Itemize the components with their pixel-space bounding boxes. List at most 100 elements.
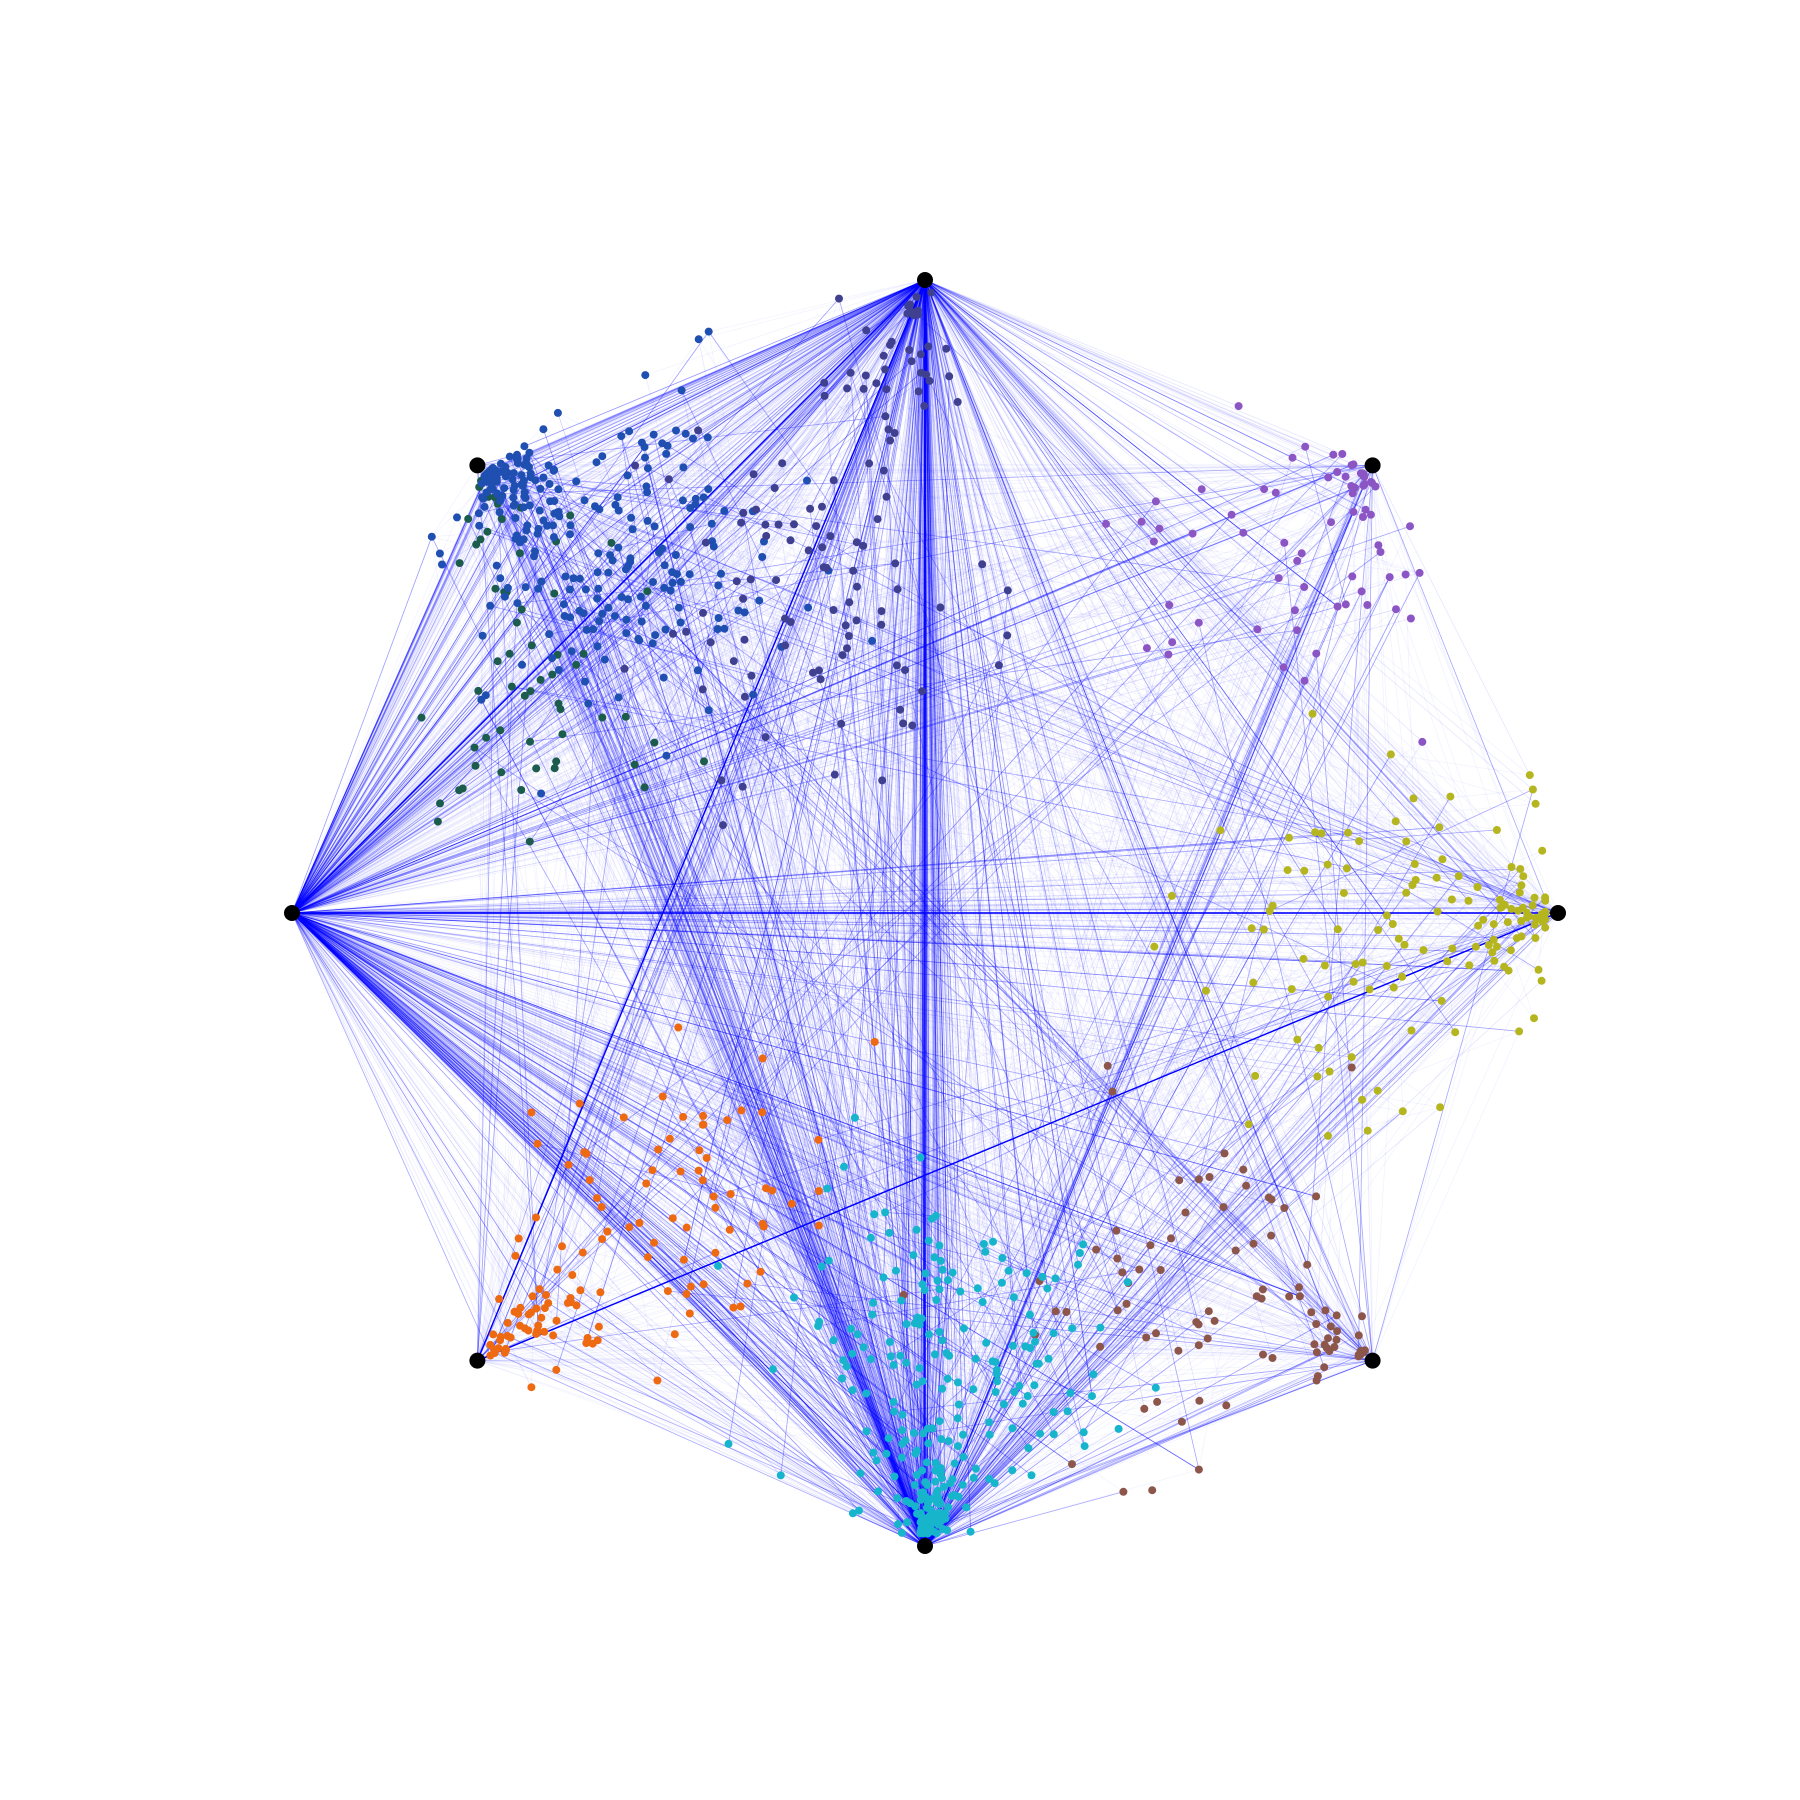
- edge: [291, 524, 779, 914]
- edge: [644, 279, 926, 448]
- edge: [291, 518, 469, 914]
- edge: [291, 369, 886, 914]
- edge: [501, 471, 1559, 914]
- edge: [924, 279, 1197, 1323]
- edge: [924, 279, 1345, 894]
- edge: [750, 579, 926, 1547]
- edge: [291, 912, 1127, 1305]
- edge: [291, 912, 1517, 939]
- edge: [291, 912, 1215, 1322]
- edge: [291, 717, 422, 914]
- edge: [291, 621, 642, 914]
- node-cyan: [1096, 1323, 1105, 1332]
- edge: [523, 496, 856, 1118]
- edge: [781, 646, 926, 1547]
- edge: [576, 465, 1373, 1306]
- edge: [291, 466, 506, 914]
- edge: [521, 609, 1236, 1251]
- edge: [929, 963, 1356, 1517]
- edge: [683, 467, 926, 1547]
- edge: [291, 477, 1329, 914]
- node-cyan: [913, 1446, 921, 1455]
- edge: [913, 885, 1522, 1434]
- edge: [697, 279, 926, 431]
- edge: [585, 279, 926, 1344]
- edge: [477, 586, 858, 1361]
- edge: [487, 279, 926, 477]
- edge: [924, 879, 1417, 1547]
- edge: [505, 279, 926, 477]
- edge: [482, 465, 1373, 637]
- edge: [820, 679, 926, 1547]
- edge: [924, 907, 1501, 1547]
- node-brown: [1167, 1234, 1175, 1243]
- edge: [490, 489, 926, 1547]
- node-purple: [1300, 676, 1309, 685]
- edge: [640, 596, 1197, 1323]
- node-olive: [1516, 865, 1525, 873]
- node-olive: [1519, 872, 1528, 881]
- node-orange: [685, 1309, 694, 1318]
- node-cyan: [924, 1439, 933, 1448]
- edge: [924, 924, 1536, 1547]
- node-cyan: [1029, 1328, 1038, 1337]
- node-orange: [516, 1321, 524, 1330]
- edge: [924, 279, 1313, 715]
- edge: [291, 723, 842, 914]
- node-brown: [1194, 1465, 1203, 1474]
- edge: [291, 670, 820, 914]
- edge: [936, 577, 1280, 1301]
- edge: [291, 912, 924, 1525]
- node-olive: [1506, 946, 1515, 955]
- edge: [924, 279, 1197, 1323]
- edge: [291, 912, 572, 1303]
- node-orange: [686, 1282, 695, 1291]
- edge: [608, 572, 926, 1547]
- edge: [291, 912, 1301, 1297]
- node-purple: [1260, 485, 1269, 494]
- edge: [525, 586, 1559, 914]
- node-dark-green: [464, 514, 473, 523]
- edge: [924, 279, 1293, 459]
- edge: [1372, 465, 1546, 899]
- edge: [291, 908, 1512, 914]
- edge: [541, 279, 926, 582]
- edge: [291, 912, 557, 1321]
- edge: [924, 1281, 1129, 1547]
- edge: [477, 1256, 649, 1361]
- edge: [707, 437, 959, 1447]
- edge: [524, 492, 926, 1547]
- edge: [711, 304, 911, 542]
- edge: [555, 279, 926, 1371]
- edge: [291, 912, 507, 1350]
- edge: [558, 516, 926, 1547]
- edge: [477, 471, 1338, 1361]
- edge: [874, 279, 926, 1042]
- edge: [291, 912, 949, 1508]
- edge: [291, 500, 684, 914]
- edge: [291, 912, 904, 1296]
- edge: [924, 279, 1119, 1311]
- node-cyan: [1008, 1466, 1017, 1475]
- node-brown: [1358, 1312, 1366, 1321]
- edge: [1372, 952, 1493, 1361]
- edge: [646, 279, 926, 493]
- edge: [570, 279, 926, 526]
- edge: [995, 465, 1373, 1363]
- edge: [703, 279, 926, 762]
- node-dark-green: [621, 712, 630, 721]
- edge: [291, 912, 1484, 921]
- node-brown: [1113, 1254, 1122, 1263]
- node-brown: [1280, 1204, 1289, 1212]
- node-brown: [1354, 1331, 1363, 1340]
- node-olive: [1323, 860, 1332, 869]
- edge: [924, 279, 1318, 1077]
- node-cyan: [885, 1228, 894, 1237]
- edge: [528, 279, 926, 1331]
- edge: [871, 279, 926, 1315]
- edge: [870, 279, 926, 1360]
- edge: [517, 602, 926, 1547]
- edge: [580, 1289, 926, 1547]
- edge: [291, 523, 1107, 914]
- edge: [924, 279, 1024, 1404]
